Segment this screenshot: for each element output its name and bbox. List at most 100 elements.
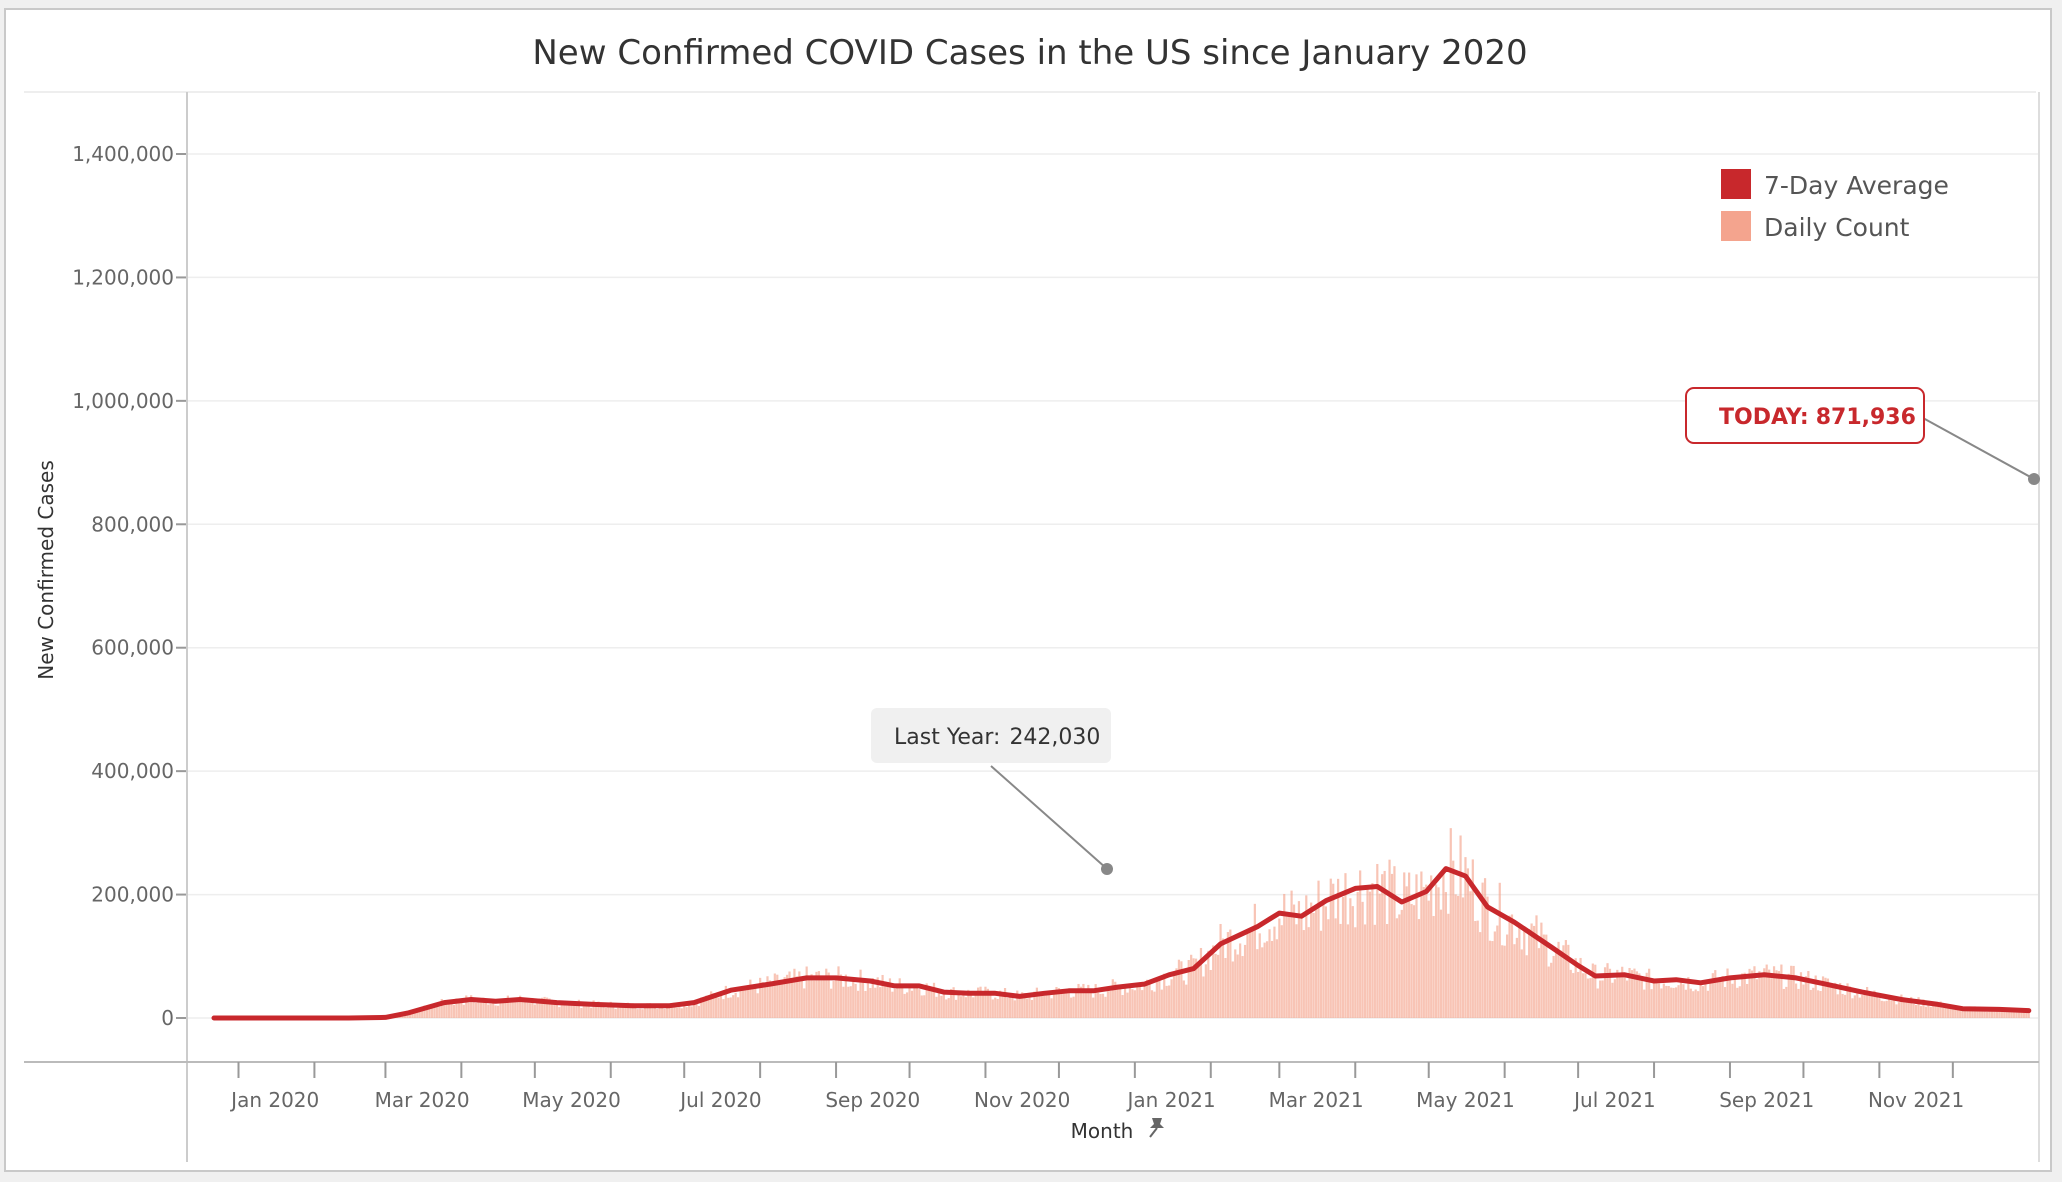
daily-count-bar xyxy=(541,997,544,1018)
daily-count-bar xyxy=(1028,993,1031,1018)
daily-count-bar xyxy=(1574,958,1577,1018)
daily-count-bar xyxy=(1586,978,1590,1018)
y-tick-label: 200,000 xyxy=(91,883,174,907)
daily-count-bar xyxy=(1775,970,1778,1018)
daily-count-bar xyxy=(940,995,943,1018)
daily-count-bar xyxy=(1746,983,1749,1018)
daily-count-bar xyxy=(2027,1010,2030,1018)
daily-count-bar xyxy=(1403,872,1406,1018)
daily-count-bar xyxy=(1488,940,1492,1018)
daily-count-bar xyxy=(1706,990,1710,1018)
daily-count-bar xyxy=(484,999,487,1018)
daily-count-bar xyxy=(1599,980,1602,1018)
daily-count-bar xyxy=(1780,964,1783,1018)
last-year-callout: Last Year: 242,030 xyxy=(871,708,1113,875)
daily-count-bar xyxy=(812,980,816,1018)
daily-count-bar xyxy=(1684,989,1687,1018)
daily-count-bar xyxy=(717,997,720,1018)
daily-count-bar xyxy=(793,968,796,1018)
daily-count-bar xyxy=(1334,918,1337,1018)
x-tick-label: Jan 2021 xyxy=(1126,1088,1216,1112)
daily-count-bar xyxy=(1212,945,1215,1018)
daily-count-bar xyxy=(1332,883,1335,1018)
daily-count-bar xyxy=(519,995,522,1018)
daily-count-bar xyxy=(1346,924,1350,1018)
daily-count-bar xyxy=(1770,978,1773,1018)
daily-count-bar xyxy=(1520,949,1523,1018)
daily-count-bar xyxy=(1283,893,1286,1018)
daily-count-bar xyxy=(1175,968,1178,1018)
daily-count-bar xyxy=(580,1008,583,1018)
daily-count-bar xyxy=(555,1002,558,1018)
y-tick-label: 400,000 xyxy=(91,759,174,783)
daily-count-bar xyxy=(1084,991,1087,1018)
daily-count-bar xyxy=(1508,915,1511,1018)
daily-count-bar xyxy=(1738,986,1741,1018)
daily-count-bar xyxy=(1052,994,1056,1018)
daily-count-bar xyxy=(768,980,772,1018)
daily-count-bar xyxy=(1452,860,1455,1018)
daily-count-bar xyxy=(1270,940,1274,1018)
daily-count-bar xyxy=(1077,983,1080,1018)
daily-count-bar xyxy=(1843,994,1847,1018)
daily-count-bar xyxy=(1023,993,1026,1018)
daily-count-bar xyxy=(1008,997,1012,1018)
daily-count-bar xyxy=(1388,859,1391,1018)
daily-count-bar xyxy=(528,1003,532,1018)
daily-count-bar xyxy=(1662,983,1665,1018)
daily-count-bar xyxy=(1932,1003,1935,1018)
daily-count-bar xyxy=(1905,1001,1908,1018)
daily-count-bar xyxy=(1471,859,1474,1018)
daily-count-bar xyxy=(1657,983,1661,1018)
daily-count-bar xyxy=(1013,1000,1016,1018)
daily-count-bar xyxy=(874,987,877,1018)
daily-count-bar xyxy=(526,1002,529,1018)
daily-count-bar xyxy=(536,1003,539,1018)
daily-count-bar xyxy=(1479,932,1482,1018)
daily-count-bar xyxy=(1116,985,1119,1018)
daily-count-bar xyxy=(1035,987,1038,1018)
daily-count-bar xyxy=(1094,984,1097,1018)
daily-count-bar xyxy=(423,1005,426,1018)
daily-count-bar xyxy=(1831,984,1834,1018)
daily-count-bar xyxy=(744,990,747,1018)
daily-count-bar xyxy=(734,992,737,1018)
daily-count-bar xyxy=(1689,988,1692,1018)
daily-count-bar xyxy=(1655,982,1658,1018)
daily-count-bar xyxy=(695,1002,698,1018)
daily-count-bar xyxy=(1097,992,1100,1018)
daily-count-bar xyxy=(2008,1010,2011,1018)
daily-count-bar xyxy=(1959,1007,1962,1018)
daily-count-bar xyxy=(1344,873,1347,1018)
daily-count-bar xyxy=(736,997,740,1018)
daily-count-bar xyxy=(455,998,458,1018)
daily-count-bar xyxy=(1231,961,1234,1018)
daily-count-bar xyxy=(607,1002,610,1018)
daily-count-bar xyxy=(1679,980,1683,1018)
daily-count-bar xyxy=(996,998,999,1018)
daily-count-bar xyxy=(653,1005,656,1018)
daily-count-bar xyxy=(1172,975,1176,1018)
today-label: TODAY: xyxy=(1719,405,1809,430)
daily-count-bar xyxy=(496,1005,500,1018)
daily-count-bar xyxy=(1236,954,1239,1018)
daily-count-bar xyxy=(834,978,838,1018)
daily-count-bar xyxy=(565,1005,568,1018)
daily-count-bar xyxy=(1978,1006,1981,1018)
daily-count-bar xyxy=(852,978,855,1018)
daily-count-bar xyxy=(1430,875,1433,1018)
daily-count-bar xyxy=(1317,880,1320,1018)
daily-count-bar xyxy=(886,986,889,1018)
daily-count-bar xyxy=(918,989,921,1018)
daily-count-bar xyxy=(1109,990,1112,1018)
daily-count-bar xyxy=(986,988,990,1018)
pin-icon[interactable] xyxy=(1149,1118,1164,1138)
daily-count-bar xyxy=(935,996,938,1018)
daily-count-bar xyxy=(692,1002,696,1018)
daily-count-bar xyxy=(1667,985,1670,1018)
daily-count-bar xyxy=(1839,982,1842,1018)
daily-count-bar xyxy=(1528,928,1531,1018)
daily-count-bar xyxy=(577,999,581,1018)
daily-count-bar xyxy=(761,982,764,1018)
daily-count-bar xyxy=(957,992,960,1018)
